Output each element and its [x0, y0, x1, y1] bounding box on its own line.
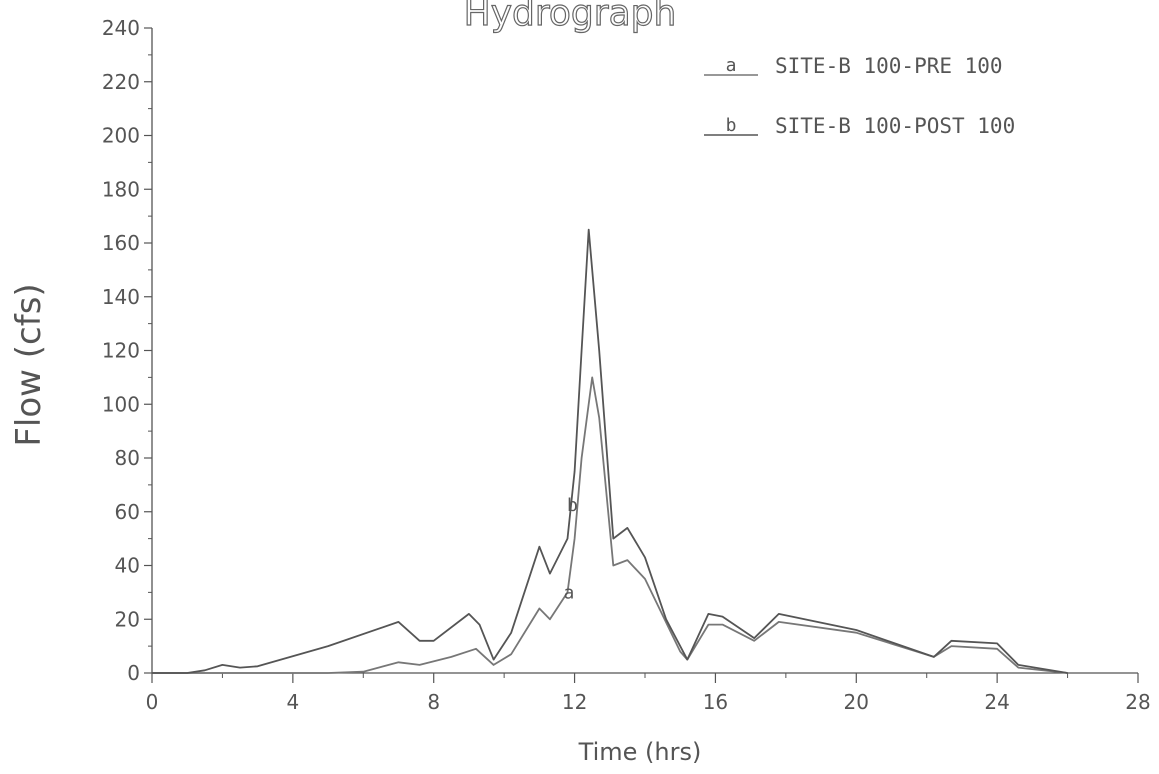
x-tick-label: 24: [984, 690, 1009, 714]
legend-key-a: a: [726, 55, 737, 76]
series-line-b: [152, 228, 1068, 674]
series-marker-b: b: [567, 495, 578, 516]
y-tick-label: 220: [102, 70, 140, 94]
x-tick-label: 8: [427, 690, 440, 714]
y-tick-label: 100: [102, 392, 140, 416]
legend-label-a: SITE-B 100-PRE 100: [775, 54, 1003, 78]
y-tick-label: 120: [102, 339, 140, 363]
legend-label-b: SITE-B 100-POST 100: [775, 114, 1015, 138]
y-axis-title: Flow (cfs): [9, 283, 49, 446]
y-tick-label: 40: [115, 554, 140, 578]
x-tick-label: 28: [1125, 690, 1150, 714]
series-line-a: [152, 376, 1068, 674]
series-layer: ab: [152, 228, 1068, 674]
y-tick-label: 180: [102, 177, 140, 201]
x-axis-title: Time (hrs): [578, 738, 702, 766]
y-tick-label: 240: [102, 16, 140, 40]
legend: a SITE-B 100-PRE 100 b SITE-B 100-POST 100: [704, 54, 1015, 138]
y-tick-label: 140: [102, 285, 140, 309]
x-tick-label: 0: [146, 690, 159, 714]
y-tick-label: 200: [102, 124, 140, 148]
series-marker-a: a: [564, 582, 575, 603]
x-tick-label: 4: [286, 690, 299, 714]
legend-key-b: b: [726, 115, 737, 136]
y-tick-label: 60: [115, 500, 140, 524]
x-tick-label: 16: [703, 690, 728, 714]
y-tick-label: 80: [115, 446, 140, 470]
chart-title: Hydrograph: [464, 0, 677, 34]
y-tick-label: 160: [102, 231, 140, 255]
axes: 0 20 40 60 80 100 120 140 160 180 200 220 240 0 4 8 12 16…: [102, 16, 1151, 714]
y-tick-label: 0: [127, 661, 140, 685]
x-tick-label: 12: [562, 690, 587, 714]
y-tick-label: 20: [115, 607, 140, 631]
x-tick-label: 20: [844, 690, 869, 714]
